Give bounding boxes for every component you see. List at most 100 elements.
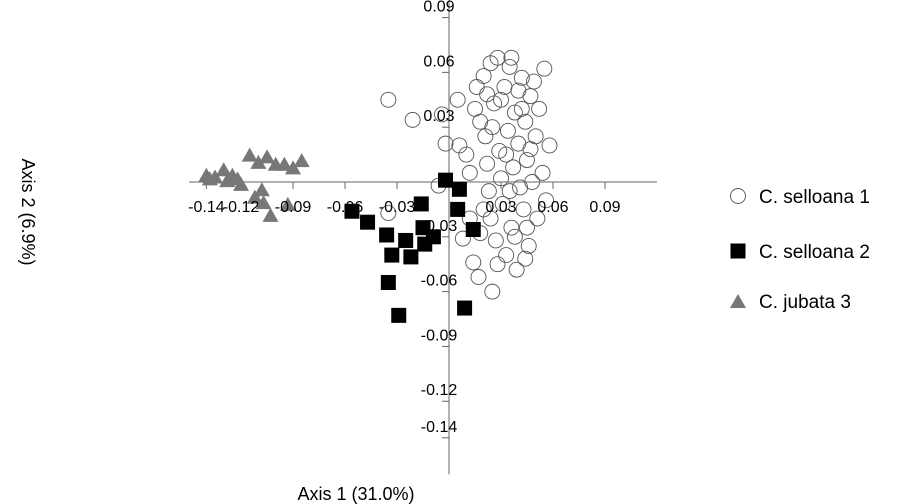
data-point — [262, 207, 279, 222]
y-tick-label: -0.14 — [421, 419, 458, 436]
x-tick-label: 0.03 — [485, 199, 516, 216]
x-tick-label: -0.06 — [327, 199, 364, 216]
data-point — [506, 228, 523, 245]
data-point — [531, 100, 548, 117]
data-point — [380, 274, 396, 290]
data-point — [536, 60, 553, 77]
data-point — [451, 181, 467, 197]
data-point — [398, 232, 414, 248]
data-point — [215, 162, 232, 177]
data-point — [529, 210, 546, 227]
data-point — [510, 135, 527, 152]
data-point — [229, 171, 246, 186]
legend-marker — [730, 243, 746, 259]
x-ticks — [205, 182, 606, 189]
series-3 — [198, 147, 310, 222]
data-point — [201, 171, 218, 186]
data-point — [241, 147, 258, 162]
tick-labels: -0.14-0.12 -0.09 -0.06 -0.03 0.03 0.06 0.090.0… — [188, 0, 620, 436]
data-points — [198, 49, 558, 323]
data-point — [525, 73, 542, 90]
legend-item: C. selloana 1 — [730, 187, 870, 208]
data-point — [508, 261, 525, 278]
data-point — [503, 219, 520, 236]
legend: C. selloana 1 C. selloana 2 C. jubata 3 — [730, 187, 870, 313]
data-point — [454, 230, 471, 247]
data-point — [520, 237, 537, 254]
data-point — [499, 122, 516, 139]
data-point — [484, 283, 501, 300]
data-point — [253, 182, 270, 197]
y-tick-label: 0.03 — [423, 108, 454, 125]
data-point — [519, 219, 535, 236]
data-point — [461, 164, 478, 181]
data-point — [276, 156, 293, 171]
legend-label: C. jubata 3 — [759, 292, 851, 313]
data-point — [468, 79, 485, 95]
data-point — [482, 55, 499, 72]
data-point — [438, 172, 454, 188]
x-axis-title: Axis 1 (31.0%) — [297, 484, 414, 504]
data-point — [534, 164, 551, 181]
data-point — [522, 88, 539, 105]
data-point — [379, 227, 395, 243]
legend-item: C. selloana 2 — [730, 242, 870, 263]
data-point — [498, 247, 515, 264]
data-point — [437, 135, 454, 152]
data-point — [522, 141, 539, 158]
data-point — [489, 256, 506, 273]
data-point — [479, 155, 496, 172]
data-point — [279, 196, 296, 211]
data-point — [259, 149, 276, 164]
data-point — [449, 91, 466, 108]
data-point — [501, 183, 518, 200]
data-point — [380, 205, 397, 222]
data-point — [285, 160, 302, 175]
y-tick-label: 0.09 — [423, 0, 454, 16]
data-point — [487, 232, 504, 249]
y-axis-title: Axis 2 (6.9%) — [18, 158, 38, 265]
legend-label: C. selloana 2 — [759, 242, 870, 263]
data-point — [384, 247, 400, 263]
data-point — [517, 113, 534, 130]
y-tick-label: -0.06 — [421, 273, 458, 290]
data-point — [503, 49, 520, 66]
data-point — [541, 137, 558, 154]
data-point — [480, 183, 497, 200]
legend-item: C. jubata 3 — [730, 292, 851, 313]
data-point — [493, 91, 509, 108]
data-point — [519, 152, 535, 169]
y-tick-label: -0.12 — [421, 382, 458, 399]
data-point — [494, 195, 511, 212]
data-point — [360, 214, 376, 230]
data-point — [246, 189, 263, 204]
data-point — [403, 249, 419, 265]
data-point — [467, 100, 483, 117]
data-point — [458, 146, 475, 163]
data-point — [501, 58, 518, 75]
y-tick-label: 0.06 — [423, 53, 454, 70]
data-point — [457, 300, 473, 316]
data-point — [498, 146, 515, 163]
data-point — [413, 196, 429, 212]
y-tick-label: -0.09 — [421, 327, 458, 344]
data-point — [425, 229, 441, 245]
x-tick-label: 0.06 — [537, 199, 568, 216]
data-point — [255, 195, 272, 210]
x-tick-label: -0.09 — [275, 199, 312, 216]
data-point — [465, 222, 481, 238]
data-point — [505, 159, 522, 176]
y-ticks — [442, 17, 449, 439]
data-point — [380, 91, 397, 108]
data-point — [524, 174, 541, 190]
data-point — [513, 100, 530, 117]
data-point — [404, 111, 421, 128]
series-2 — [344, 172, 481, 323]
legend-marker — [730, 294, 746, 308]
data-point — [510, 82, 527, 99]
data-point — [450, 201, 466, 217]
data-point — [513, 69, 530, 86]
x-tick-label: -0.12 — [223, 199, 260, 216]
data-point — [434, 106, 451, 123]
data-point — [465, 254, 482, 271]
